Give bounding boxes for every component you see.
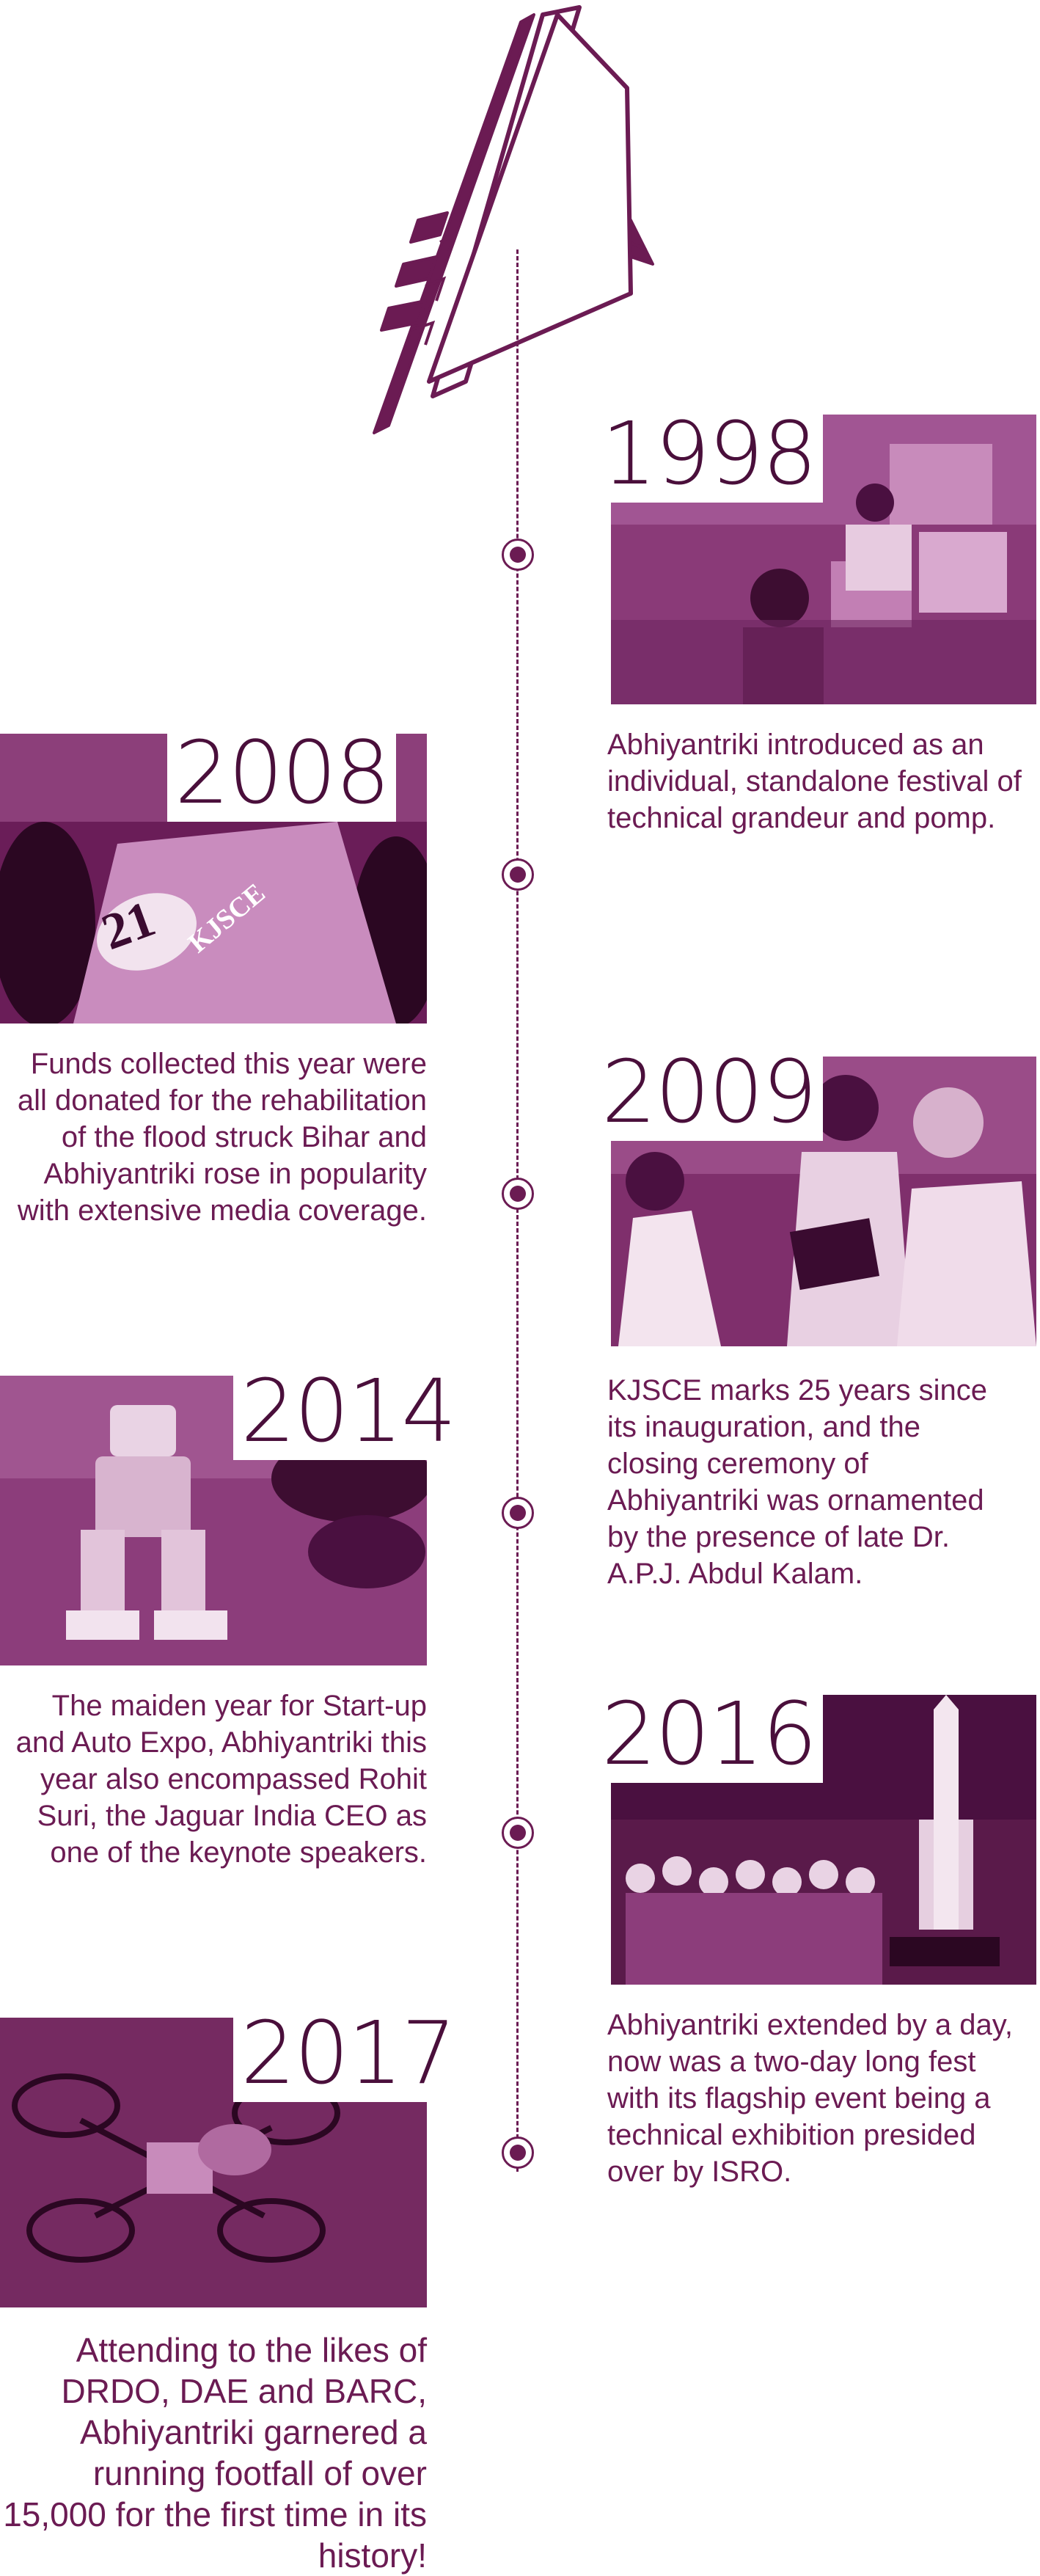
timeline-node-2017 (502, 2137, 534, 2169)
description-2009: KJSCE marks 25 years since its inaugurat… (607, 1374, 987, 1590)
description-2016: Abhiyantriki extended by a day, now was … (607, 2009, 1013, 2188)
year-label-2017: 2017 (233, 2007, 463, 2102)
year-label-2009: 2009 (594, 1046, 824, 1141)
abhiyantriki-logo-icon (373, 5, 654, 434)
timeline-node-2009 (502, 1178, 534, 1210)
humanoid-robot-photo (0, 1376, 427, 1665)
description-2014: The maiden year for Start-up and Auto Ex… (15, 1690, 427, 1869)
timeline-node-2016 (502, 1817, 534, 1849)
year-label-2014: 2014 (233, 1365, 463, 1460)
description-1998: Abhiyantriki introduced as an individual… (607, 729, 1022, 834)
timeline-node-2014 (502, 1497, 534, 1529)
timeline-node-1998 (502, 539, 534, 571)
timeline-node-2008 (502, 858, 534, 891)
year-label-2008: 2008 (167, 726, 397, 822)
year-label-1998: 1998 (594, 407, 824, 503)
timeline-line (516, 249, 519, 2172)
year-label-2016: 2016 (594, 1687, 824, 1783)
description-2008: Funds collected this year were all donat… (17, 1048, 427, 1227)
description-2017: Attending to the likes of DRDO, DAE and … (3, 2331, 427, 2575)
computer-lab-photo (611, 415, 1036, 704)
